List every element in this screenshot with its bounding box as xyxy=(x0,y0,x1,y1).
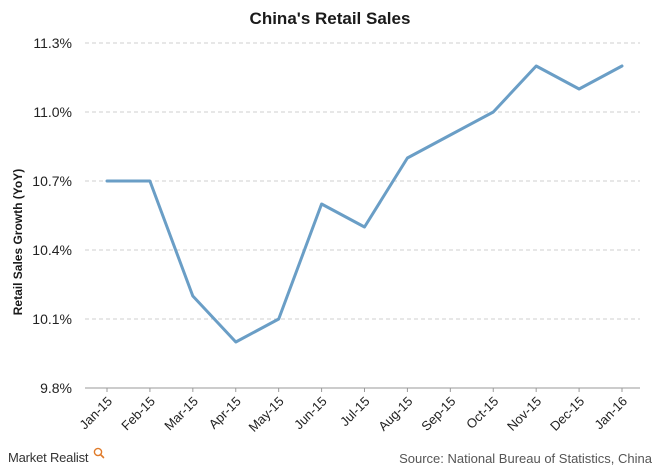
x-tick-label: Aug-15 xyxy=(375,394,415,434)
series-line xyxy=(105,64,624,344)
source-note: Source: National Bureau of Statistics, C… xyxy=(399,451,653,466)
y-tick-label: 10.1% xyxy=(32,311,72,327)
series-group xyxy=(105,64,624,344)
brand-name: Market Realist xyxy=(8,450,89,465)
x-tick-label: Jan-15 xyxy=(76,394,115,433)
x-axis-ticks: Jan-15 Feb-15 Mar-15 Apr-15 May-15 Jun-15 Jul-… xyxy=(76,388,630,435)
y-tick-label: 11.0% xyxy=(33,104,72,120)
x-tick-label: Dec-15 xyxy=(547,394,587,434)
x-tick-label: Sep-15 xyxy=(418,394,458,434)
x-tick-label: Apr-15 xyxy=(206,394,244,432)
y-tick-label: 10.7% xyxy=(32,173,72,189)
x-tick-label: Mar-15 xyxy=(161,394,201,434)
brand-logo: Market Realist xyxy=(8,447,105,465)
gridlines xyxy=(85,42,640,389)
magnifier-icon xyxy=(93,447,105,459)
x-tick-label: Nov-15 xyxy=(504,394,544,434)
y-tick-label: 9.8% xyxy=(40,380,72,396)
y-tick-label: 10.4% xyxy=(32,242,72,258)
x-tick-label: May-15 xyxy=(246,394,287,435)
y-axis-ticks: 9.8% 10.1% 10.4% 10.7% 11.0% 11.3% xyxy=(32,35,72,396)
chart-title: China's Retail Sales xyxy=(250,9,411,28)
x-tick-label: Oct-15 xyxy=(463,394,501,432)
x-tick-label: Feb-15 xyxy=(118,394,158,434)
x-tick-label: Jan-16 xyxy=(591,394,630,433)
y-tick-label: 11.3% xyxy=(33,35,72,51)
y-axis-label: Retail Sales Growth (YoY) xyxy=(11,169,25,315)
x-tick-label: Jul-15 xyxy=(337,394,373,430)
x-tick-label: Jun-15 xyxy=(291,394,330,433)
